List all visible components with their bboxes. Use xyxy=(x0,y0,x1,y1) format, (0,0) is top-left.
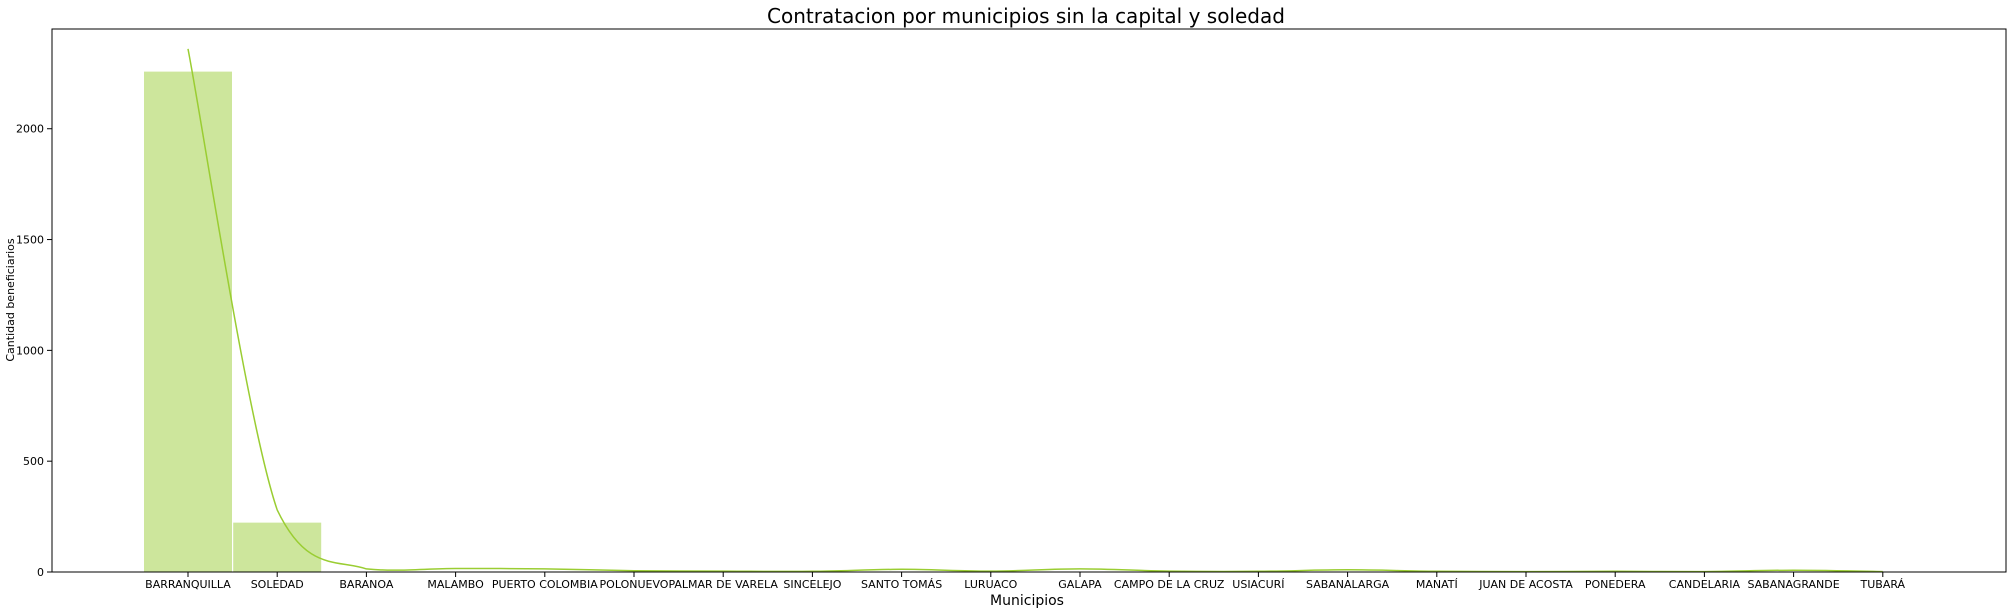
x-tick-label: PONEDERA xyxy=(1585,578,1646,591)
x-tick-label: MANATÍ xyxy=(1416,578,1458,591)
bar-soledad xyxy=(232,521,323,573)
y-tick-label: 0 xyxy=(37,566,44,579)
y-tick-label: 1000 xyxy=(16,344,44,357)
plot-frame xyxy=(51,28,2007,573)
x-tick-label: SOLEDAD xyxy=(251,578,304,591)
kde-group xyxy=(187,48,1883,573)
x-tick-label: SABANALARGA xyxy=(1306,578,1390,591)
x-tick-label: POLONUEVO xyxy=(600,578,669,591)
x-tick-label: USIACURÍ xyxy=(1232,578,1284,591)
x-tick-label: SINCELEJO xyxy=(783,578,841,591)
bars-group xyxy=(143,70,1928,573)
x-tick-label: LURUACO xyxy=(964,578,1017,591)
x-tick-label: PUERTO COLOMBIA xyxy=(492,578,598,591)
chart-title: Contratacion por municipios sin la capit… xyxy=(767,4,1285,28)
x-tick-label: MALAMBO xyxy=(427,578,484,591)
y-tick-label: 1500 xyxy=(16,234,44,247)
x-tick-label: JUAN DE ACOSTA xyxy=(1478,578,1573,591)
bar-barranquilla xyxy=(143,70,233,573)
x-tick-label: CAMPO DE LA CRUZ xyxy=(1114,578,1225,591)
x-tick-label: TUBARÁ xyxy=(1860,578,1906,591)
x-ticks-group: BARRANQUILLA SOLEDAD BARANOA MALAMBO PUERTO … xyxy=(145,572,1906,591)
x-tick-label: PALMAR DE VARELA xyxy=(668,578,778,591)
x-tick-label: BARRANQUILLA xyxy=(145,578,231,591)
y-ticks-group: 0 500 1000 1500 2000 xyxy=(16,123,52,579)
x-tick-label: CANDELARIA xyxy=(1669,578,1741,591)
x-tick-label: GALAPA xyxy=(1058,578,1102,591)
y-tick-label: 2000 xyxy=(16,123,44,136)
x-axis-label: Municipios xyxy=(990,593,1064,609)
x-tick-label: SABANAGRANDE xyxy=(1747,578,1839,591)
x-tick-label: BARANOA xyxy=(339,578,393,591)
y-axis-label: Cantidad beneficiarios xyxy=(4,238,17,362)
kde-line xyxy=(187,48,1883,573)
x-tick-label: SANTO TOMÁS xyxy=(861,578,942,591)
y-tick-label: 500 xyxy=(23,455,44,468)
